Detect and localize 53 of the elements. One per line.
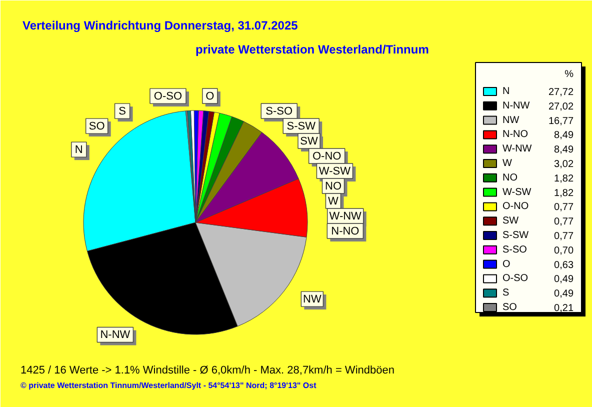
- legend-label: NW: [502, 114, 520, 126]
- slice-label: N-NW: [100, 329, 131, 342]
- slice-label: O-SO: [154, 90, 182, 103]
- chart-subtitle: private Wetterstation Westerland/Tinnum: [196, 42, 429, 56]
- category-label: SW: [300, 136, 318, 148]
- category-label: S-SW: [286, 120, 316, 133]
- category-label: W-SW: [318, 166, 351, 178]
- legend-label: SO: [502, 302, 518, 313]
- data-label: 0,77: [554, 216, 574, 228]
- text: © private Wetterstation Tinnum/Westerland/Sylt - 54°54'13" Nord; 8°19'13" Ost: [20, 381, 317, 390]
- data-label: 27,02: [548, 101, 574, 112]
- legend-label: S: [502, 288, 510, 299]
- data-label: 1,82: [554, 173, 574, 184]
- data-label: 3,02: [554, 159, 574, 170]
- slice-label: N: [74, 144, 83, 156]
- legend-label: O-NO: [502, 201, 529, 212]
- legend-label: N-NW: [502, 100, 530, 112]
- legend-label: S-SW: [502, 230, 530, 241]
- legend-label: W: [502, 158, 512, 169]
- data-label: 0,70: [554, 245, 574, 256]
- data-label: 0,63: [554, 260, 574, 271]
- data-label: 0,49: [554, 274, 574, 286]
- legend-label: W-NW: [502, 144, 532, 155]
- slice-label: O: [206, 90, 215, 103]
- legend-label: N: [502, 86, 510, 97]
- legend-label: N-NO: [502, 129, 528, 140]
- data-label: 0,49: [554, 288, 574, 300]
- legend-label: SW: [502, 216, 520, 227]
- legend-label: S-SO: [502, 244, 528, 256]
- data-label: 0,21: [554, 303, 574, 314]
- data-label: 0,77: [554, 202, 574, 214]
- category-label: SO: [88, 120, 105, 133]
- data-label: 8,49: [554, 130, 574, 142]
- data-label: 8,49: [554, 144, 574, 156]
- category-label: NO: [325, 180, 342, 193]
- slice-label: NW: [303, 294, 322, 306]
- legend-label: O-SO: [502, 273, 528, 284]
- category-label: O-NO: [312, 150, 342, 163]
- chart-title: Verteilung Windrichtung Donnerstag, 31.07.2025: [22, 18, 298, 32]
- legend-title: %: [564, 69, 574, 80]
- category-label: S: [118, 106, 126, 118]
- data-label: 16,77: [548, 116, 574, 127]
- legend-label: O: [502, 258, 510, 270]
- data-label: 1,82: [554, 188, 574, 199]
- slice-label: N-NO: [331, 226, 360, 238]
- category-label: W: [328, 196, 338, 208]
- legend-label: NO: [502, 172, 518, 184]
- data-label: 27,72: [548, 87, 574, 98]
- data-label: 0,77: [554, 231, 574, 242]
- category-label: S-SO: [266, 106, 293, 118]
- category-label: W-NW: [329, 210, 362, 223]
- text: 1425 / 16 Werte -> 1.1% Windstille - Ø 6,0km/h - Max. 28,7km/h = Windböen: [20, 364, 394, 376]
- legend-label: W-SW: [502, 186, 532, 198]
